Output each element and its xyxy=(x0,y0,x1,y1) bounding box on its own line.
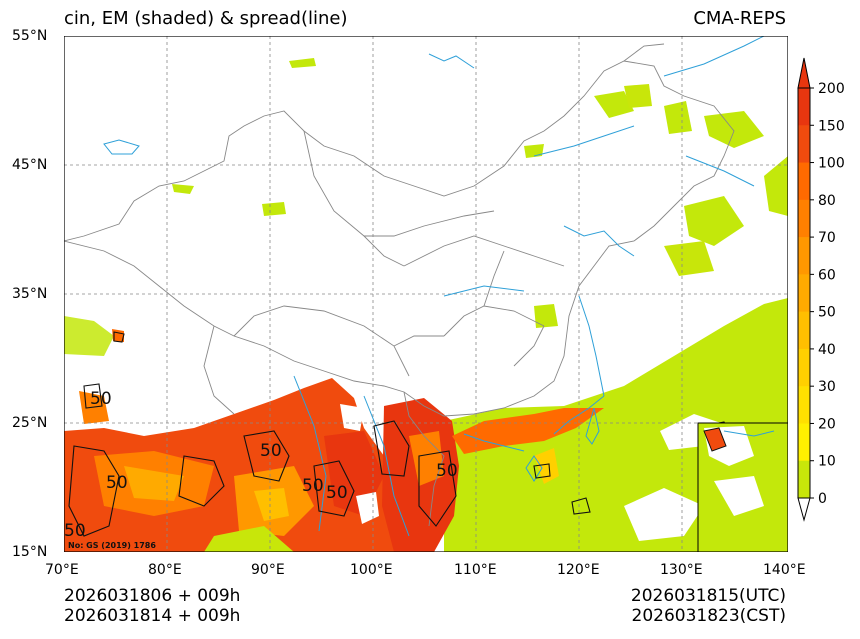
colorbar-segment xyxy=(798,237,810,275)
colorbar-tick-label: 40 xyxy=(818,342,836,358)
contour-label: 50 xyxy=(90,389,112,409)
colorbar-segment xyxy=(798,348,810,387)
coastline xyxy=(103,36,765,537)
colorbar-tick-label: 100 xyxy=(818,156,845,172)
colorbar-tick-label: 20 xyxy=(818,416,836,432)
colorbar-tick-label: 80 xyxy=(818,193,836,209)
colorbar-segments xyxy=(797,57,811,522)
colorbar-tick-label: 70 xyxy=(818,230,836,246)
contour-labels: 50 50 50 50 50 50 50 xyxy=(64,389,458,541)
contour-label: 50 xyxy=(106,473,128,493)
colorbar-segment xyxy=(798,125,810,164)
colorbar-segment xyxy=(798,274,810,313)
lat-label-55n: 55°N xyxy=(12,28,48,44)
lon-label-140e: 140°E xyxy=(763,562,806,578)
contour-label: 50 xyxy=(436,461,458,481)
colorbar-segment xyxy=(798,88,810,126)
colorbar-tick-label: 200 xyxy=(818,81,845,97)
lon-label-70e: 70°E xyxy=(45,562,79,578)
colorbar-segment xyxy=(798,162,810,201)
colorbar-tick-label: 0 xyxy=(818,491,827,507)
contour-label: 50 xyxy=(302,476,324,496)
model-name: CMA-REPS xyxy=(693,8,786,29)
init-time-line-1: 2026031806 + 009h xyxy=(64,586,241,606)
colorbar-labels: 0 10 20 30 40 50 60 70 80 100 150 200 xyxy=(810,81,845,507)
contour-label: 50 xyxy=(326,483,348,503)
contour-label: 50 xyxy=(64,521,86,541)
map-panel: 50 50 50 50 50 50 50 No: GS (2019) 1786 xyxy=(64,36,788,552)
colorbar-segment xyxy=(798,460,810,499)
lat-label-25n: 25°N xyxy=(12,415,48,431)
colorbar-tick-label: 150 xyxy=(818,118,845,134)
contour-label: 50 xyxy=(260,441,282,461)
colorbar-segment xyxy=(798,423,810,462)
map-title: cin, EM (shaded) & spread(line) xyxy=(64,8,348,29)
colorbar-tick-label: 30 xyxy=(818,379,836,395)
valid-time-utc: 2026031815(UTC) xyxy=(630,586,786,606)
colorbar-tick-label: 60 xyxy=(818,267,836,283)
colorbar-extend-min xyxy=(797,497,811,522)
china-border xyxy=(64,43,735,527)
graticule xyxy=(64,36,788,552)
lat-label-35n: 35°N xyxy=(12,286,48,302)
colorbar: 0 10 20 30 40 50 60 70 80 100 150 200 xyxy=(797,57,845,522)
lon-label-130e: 130°E xyxy=(660,562,703,578)
lon-label-80e: 80°E xyxy=(148,562,182,578)
colorbar-extend-max xyxy=(797,57,811,89)
colorbar-segment xyxy=(798,386,810,424)
colorbar-segment xyxy=(798,311,810,350)
valid-time-cst: 2026031823(CST) xyxy=(631,606,786,626)
lat-label-15n: 15°N xyxy=(12,544,48,560)
lat-label-45n: 45°N xyxy=(12,157,48,173)
map-approval-note: No: GS (2019) 1786 xyxy=(68,541,156,550)
init-time-line-2: 2026031814 + 009h xyxy=(64,606,241,626)
lon-label-90e: 90°E xyxy=(251,562,285,578)
colorbar-tick-label: 10 xyxy=(818,454,836,470)
lon-label-120e: 120°E xyxy=(557,562,600,578)
colorbar-tick-label: 50 xyxy=(818,305,836,321)
lon-label-110e: 110°E xyxy=(454,562,497,578)
south-china-sea-inset xyxy=(697,422,788,552)
lon-label-100e: 100°E xyxy=(350,562,393,578)
colorbar-segment xyxy=(798,199,810,238)
